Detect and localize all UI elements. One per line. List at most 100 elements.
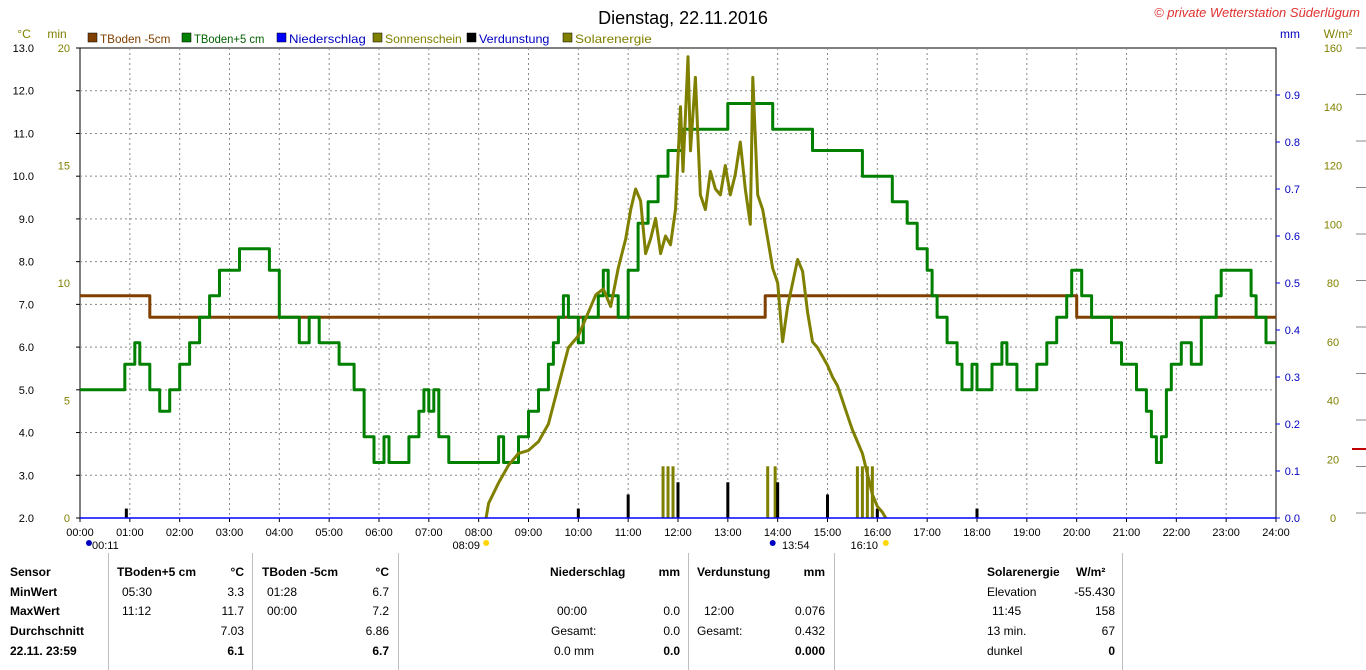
tb5-max: 11.7	[221, 604, 244, 618]
legend-label: Sonnenschein	[385, 32, 462, 46]
legend-label: TBoden+5 cm	[194, 32, 264, 46]
x-tick-label: 13:00	[714, 527, 742, 539]
unit-wm2: W/m²	[1324, 27, 1353, 41]
legend-label: Verdunstung	[479, 32, 549, 46]
evaporation-bar	[576, 508, 580, 518]
x-tick-label: 17:00	[913, 527, 941, 539]
sun-marker-dot	[483, 540, 490, 546]
series-line-tboden-5-cm	[80, 102, 1276, 464]
sun-marker-dot	[85, 540, 92, 546]
temp-tick-label: 2.0	[19, 513, 34, 525]
temp-tick-label: 3.0	[19, 470, 34, 482]
rain-total: 0.0	[663, 624, 680, 638]
sunshine-bar	[671, 466, 675, 518]
solar-max: 158	[1094, 604, 1115, 618]
tb5-avg: 7.03	[220, 624, 244, 638]
unit-minutes: min	[47, 27, 66, 41]
evaporation-bar	[826, 494, 829, 518]
mm-tick-label: 0.6	[1285, 231, 1300, 243]
legend-swatch	[87, 32, 98, 43]
unit-celsius: °C	[17, 27, 31, 41]
sun-marker-label: 00:11	[92, 540, 119, 552]
solar-elev: -55.430	[1074, 585, 1115, 599]
temp-tick-label: 9.0	[19, 214, 34, 226]
unit-mm: mm	[1280, 27, 1300, 41]
x-tick-label: 24:00	[1262, 527, 1290, 539]
x-tick-label: 14:00	[764, 527, 792, 539]
row-label-current: 22.11. 23:59	[10, 644, 77, 658]
mm-tick-label: 0.1	[1285, 466, 1300, 478]
temp-tick-label: 13.0	[13, 43, 34, 55]
rain-total-label: Gesamt:	[551, 624, 597, 638]
rain-max: 0.0	[663, 604, 680, 618]
tbm5-max: 7.2	[372, 604, 389, 618]
tb5-header: TBoden+5 cm	[117, 565, 197, 579]
x-tick-label: 21:00	[1113, 527, 1141, 539]
tb5-unit: °C	[230, 565, 244, 579]
wm2-tick-label: 140	[1324, 102, 1342, 114]
mm-tick-label: 0.4	[1285, 325, 1300, 337]
evaporation-bar	[776, 482, 780, 518]
legend-label: Niederschlag	[289, 32, 366, 46]
min-tick-label: 10	[58, 278, 70, 290]
statistics-table: Sensor MinWert MaxWert Durchschnitt 22.1…	[0, 553, 1366, 670]
sensor-header: Sensor	[10, 565, 51, 579]
tb5-max-time: 11:12	[122, 604, 152, 618]
sunshine-bar	[766, 466, 770, 518]
temp-tick-label: 4.0	[19, 428, 34, 440]
legend-swatch	[276, 32, 287, 43]
series-line-tboden-5cm	[80, 294, 1276, 319]
evaporation-bar	[124, 508, 128, 518]
chart-title: Dienstag, 22.11.2016	[598, 8, 768, 28]
row-label-max: MaxWert	[10, 604, 60, 618]
tbm5-unit: °C	[375, 565, 389, 579]
mm-tick-label: 0.9	[1285, 90, 1300, 102]
evaporation-bar	[726, 482, 730, 518]
tb5-current: 6.1	[227, 644, 244, 658]
wm2-tick-label: 160	[1324, 43, 1342, 55]
min-tick-label: 0	[64, 513, 70, 525]
temp-tick-label: 12.0	[13, 86, 34, 98]
temp-tick-label: 11.0	[13, 128, 34, 140]
x-tick-label: 03:00	[216, 527, 244, 539]
solar-max-time: 11:45	[992, 604, 1022, 618]
x-tick-label: 15:00	[814, 527, 842, 539]
min-tick-label: 5	[64, 396, 70, 408]
sun-marker-dot	[882, 540, 889, 546]
min-tick-label: 20	[58, 43, 70, 55]
x-tick-label: 20:00	[1063, 527, 1091, 539]
tbm5-min-time: 01:28	[267, 585, 298, 599]
evap-header: Verdunstung	[697, 565, 771, 579]
mm-tick-label: 0.5	[1285, 278, 1300, 290]
x-tick-label: 22:00	[1163, 527, 1191, 539]
mm-tick-label: 0.2	[1285, 419, 1300, 431]
x-tick-label: 11:00	[615, 527, 642, 539]
x-tick-label: 07:00	[415, 527, 443, 539]
temp-tick-label: 5.0	[19, 385, 34, 397]
legend-swatch	[372, 32, 383, 43]
sunshine-bar	[773, 466, 777, 518]
wm2-tick-label: 0	[1330, 513, 1336, 525]
evap-max: 0.076	[794, 604, 825, 618]
temp-tick-label: 10.0	[13, 171, 34, 183]
copyright-label: © private Wetterstation Süderlügum	[1154, 5, 1360, 20]
wm2-tick-label: 60	[1327, 337, 1339, 349]
solar-header: Solarenergie	[987, 565, 1060, 579]
min-tick-label: 15	[58, 161, 70, 173]
wm2-tick-label: 80	[1327, 278, 1339, 290]
sunshine-bar	[865, 466, 869, 518]
x-tick-label: 04:00	[266, 527, 294, 539]
tbm5-max-time: 00:00	[267, 604, 298, 618]
wm2-tick-label: 100	[1324, 219, 1342, 231]
sunshine-bar	[860, 466, 864, 518]
evap-unit: mm	[803, 565, 825, 579]
legend-swatch	[181, 32, 192, 43]
evaporation-bar	[875, 508, 879, 518]
x-tick-label: 23:00	[1212, 527, 1240, 539]
evaporation-bar	[676, 482, 680, 518]
wm2-tick-label: 120	[1324, 161, 1342, 173]
x-tick-label: 16:00	[864, 527, 892, 539]
x-tick-label: 12:00	[664, 527, 692, 539]
solar-elev-label: Elevation	[987, 585, 1037, 599]
sunshine-bar	[855, 466, 859, 518]
